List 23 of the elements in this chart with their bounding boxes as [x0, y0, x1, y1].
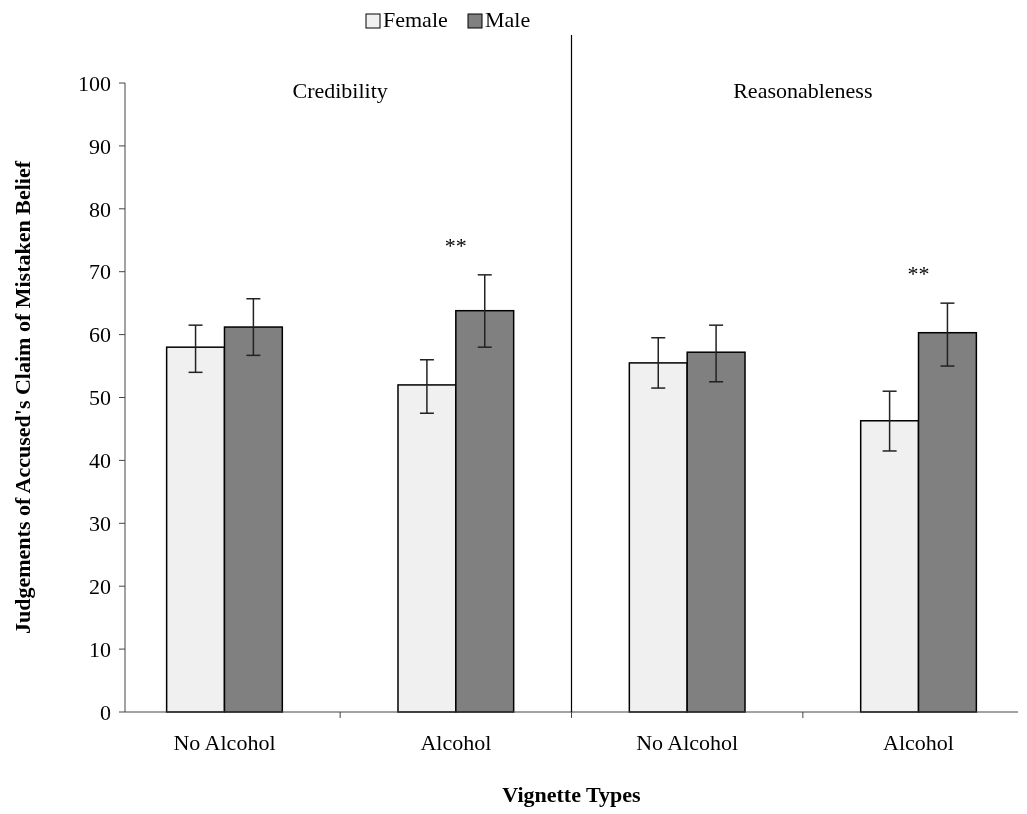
y-tick-label: 20 [89, 573, 111, 599]
y-tick-label: 50 [89, 385, 111, 411]
x-tick-label: No Alcohol [636, 730, 739, 755]
y-tick-label: 100 [78, 70, 111, 96]
annotation: ** [907, 261, 930, 287]
legend-label: Female [383, 7, 448, 32]
y-tick-label: 90 [89, 133, 111, 159]
legend-label: Male [485, 7, 531, 32]
annotation: Reasonableness [733, 78, 873, 103]
y-axis-title: Judgements of Accused's Claim of Mistaken Belief [10, 160, 35, 634]
x-axis-title: Vignette Types [502, 782, 642, 807]
y-tick-label: 80 [89, 196, 111, 222]
y-tick-label: 40 [89, 448, 111, 474]
annotation: ** [444, 232, 467, 258]
y-tick-label: 30 [89, 511, 111, 536]
x-tick-label: Alcohol [420, 730, 492, 755]
y-tick-label: 0 [100, 699, 111, 725]
y-tick-label: 10 [89, 636, 111, 662]
x-tick-label: No Alcohol [173, 730, 276, 755]
x-tick-label: Alcohol [883, 730, 954, 755]
y-tick-label: 70 [89, 259, 111, 285]
y-tick-label: 60 [89, 322, 111, 348]
annotation: Credibility [292, 78, 388, 103]
